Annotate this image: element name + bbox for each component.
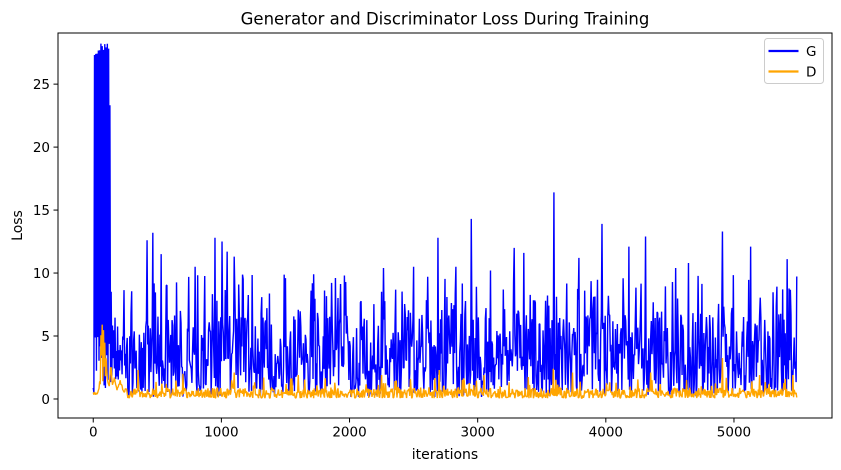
legend: GD xyxy=(764,38,824,84)
series-D-line xyxy=(92,324,798,399)
y-tick-label: 5 xyxy=(41,329,50,345)
legend-label-D: D xyxy=(806,65,816,81)
x-axis-label: iterations xyxy=(412,447,478,463)
x-tick-label: 5000 xyxy=(717,425,751,441)
ticks-group: 0 1000 2000 3000 4000 5000 0 5 10 15 20 25 xyxy=(33,77,751,441)
axes-border xyxy=(57,32,833,419)
x-tick-label: 0 xyxy=(89,425,98,441)
series-group xyxy=(92,43,798,399)
x-tick-label: 2000 xyxy=(332,425,366,441)
x-tick-label: 3000 xyxy=(460,425,494,441)
chart-title: Generator and Discriminator Loss During … xyxy=(241,10,650,29)
y-tick-label: 0 xyxy=(41,392,50,408)
legend-label-G: G xyxy=(806,44,816,60)
x-tick-label: 1000 xyxy=(204,425,238,441)
y-tick-label: 15 xyxy=(33,203,50,219)
y-tick-label: 10 xyxy=(33,266,50,282)
y-axis-label: Loss xyxy=(10,210,26,241)
x-tick-label: 4000 xyxy=(589,425,623,441)
y-tick-label: 25 xyxy=(33,77,50,93)
y-tick-label: 20 xyxy=(33,140,50,156)
